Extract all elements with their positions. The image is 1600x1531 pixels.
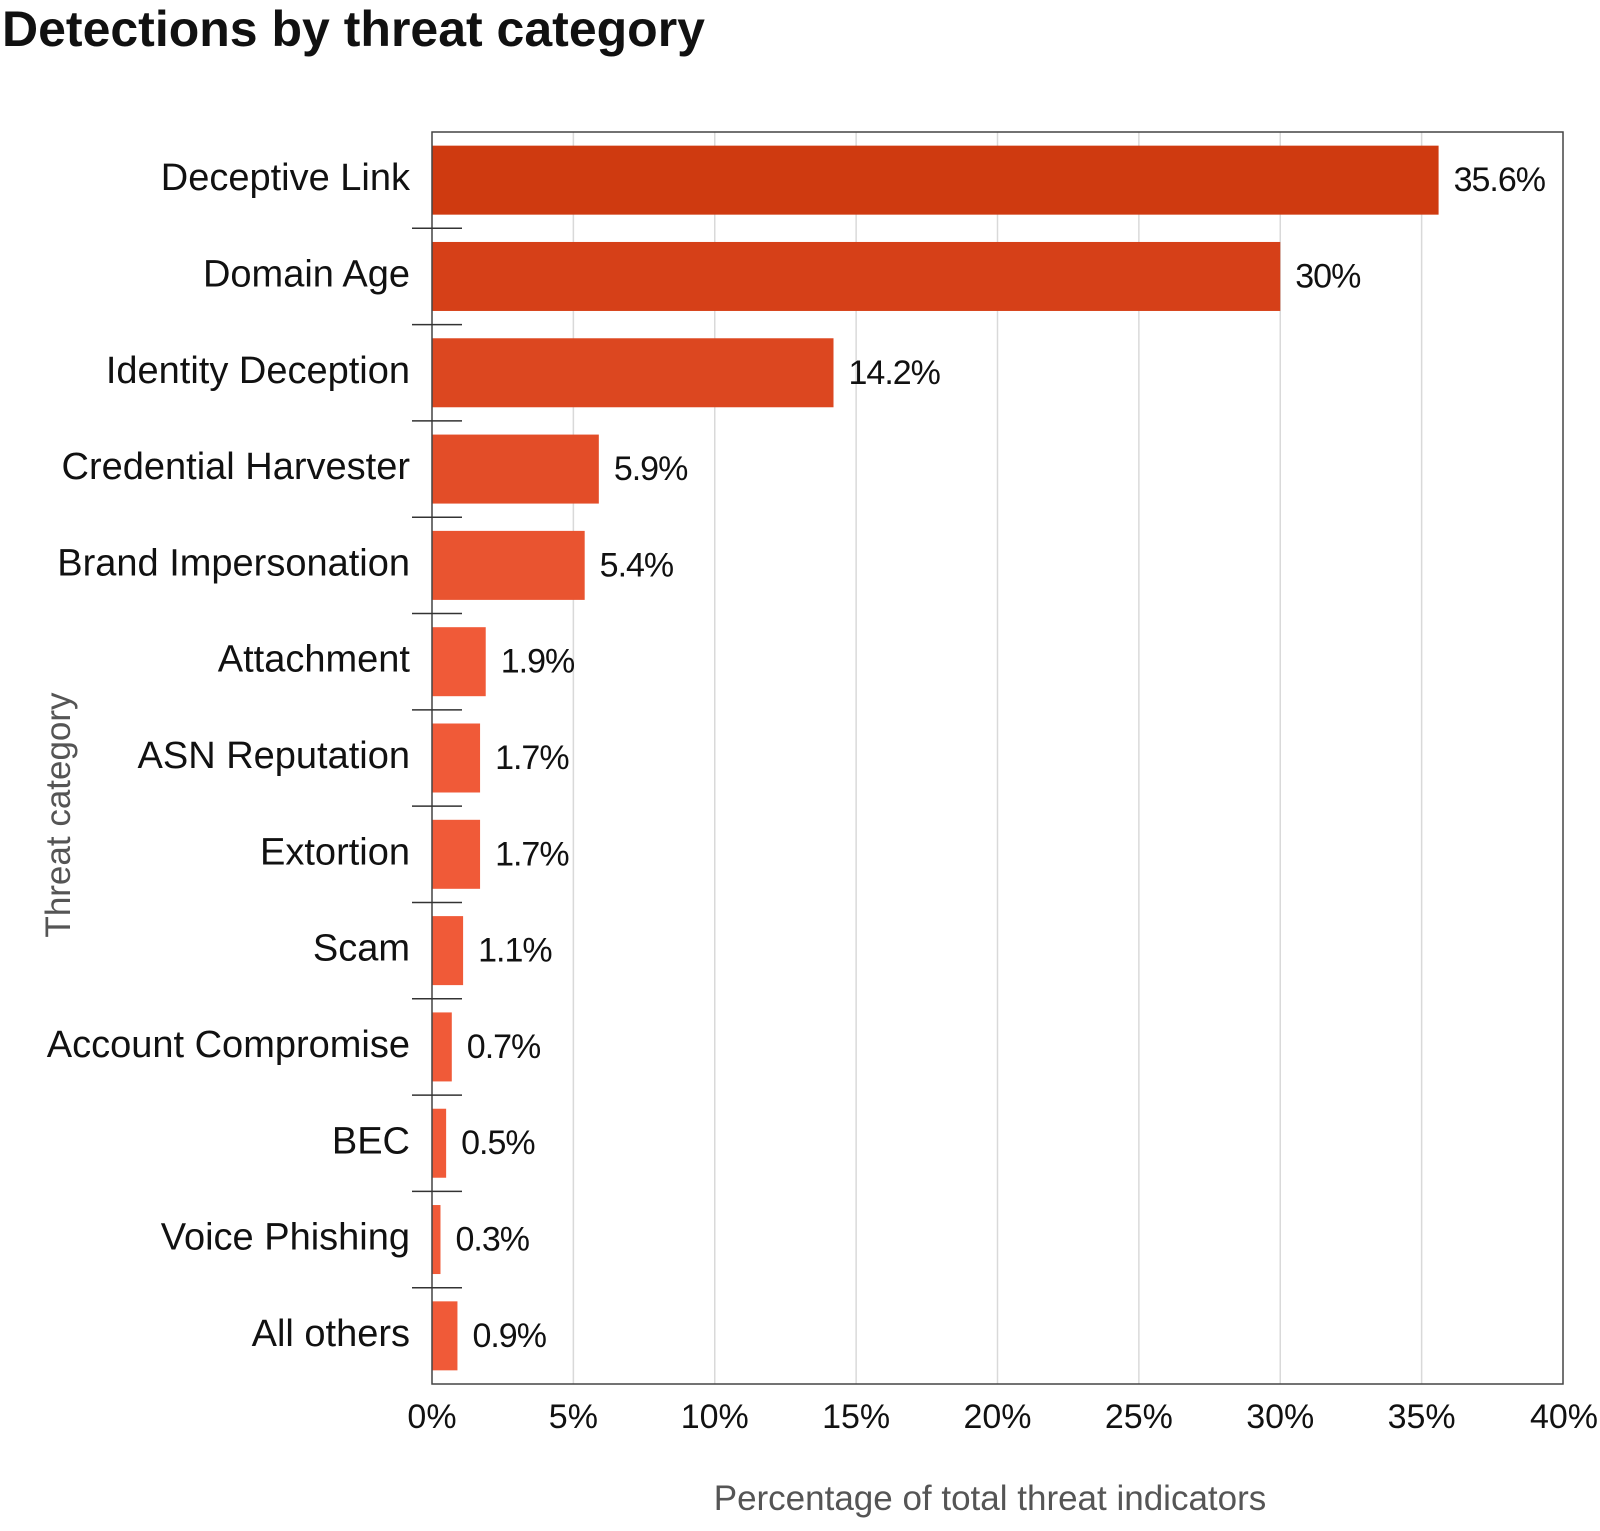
bar-voice-phishing: [432, 1205, 441, 1275]
plot-border: [431, 131, 1564, 1385]
bar-asn-reputation: [432, 723, 481, 793]
value-label: 5.9%: [614, 450, 688, 488]
category-label: All others: [252, 1313, 410, 1355]
x-tick-label-20: 20%: [963, 1398, 1031, 1436]
bar-attachment: [432, 627, 486, 697]
bar-scam: [432, 916, 464, 986]
category-label: Voice Phishing: [161, 1217, 410, 1259]
x-tick-label-10: 10%: [681, 1398, 749, 1436]
value-label: 30%: [1295, 257, 1361, 295]
value-label: 1.1%: [478, 932, 552, 970]
value-label: 0.9%: [472, 1317, 546, 1355]
bar-credential-harvester: [432, 434, 599, 504]
value-label: 1.7%: [495, 835, 569, 873]
x-tick-label-30: 30%: [1246, 1398, 1314, 1436]
x-tick-label-25: 25%: [1105, 1398, 1173, 1436]
bar-bec: [432, 1108, 447, 1178]
category-label: Brand Impersonation: [57, 542, 410, 584]
category-label: Scam: [313, 928, 410, 970]
category-label: Domain Age: [203, 253, 410, 295]
bar-extortion: [432, 819, 481, 889]
plot-frame: [431, 131, 1564, 1385]
value-label: 1.7%: [495, 739, 569, 777]
bar-all-others: [432, 1301, 458, 1371]
grid-lines: [572, 132, 1423, 1384]
category-label: Account Compromise: [47, 1024, 410, 1066]
x-tick-labels: 0% 5% 10% 15% 20% 25% 30% 35% 40%: [407, 1398, 1598, 1436]
category-label: Attachment: [218, 639, 411, 681]
x-tick-label-5: 5%: [549, 1398, 598, 1436]
category-label: Credential Harvester: [62, 446, 411, 488]
bar-deceptive-link: [432, 145, 1439, 215]
category-label: Extortion: [260, 831, 410, 873]
y-axis-title: Threat category: [39, 692, 78, 938]
value-label: 1.9%: [501, 643, 575, 681]
category-label: Identity Deception: [106, 350, 410, 392]
chart-title: Detections by threat category: [2, 1, 705, 57]
category-label: Deceptive Link: [161, 157, 411, 199]
value-label: 35.6%: [1454, 161, 1546, 199]
value-label: 0.3%: [455, 1221, 529, 1259]
y-tick-marks: [412, 227, 462, 1289]
value-label: 14.2%: [849, 354, 941, 392]
bar-account-compromise: [432, 1012, 452, 1082]
x-tick-label-35: 35%: [1388, 1398, 1456, 1436]
bar-domain-age: [432, 241, 1281, 311]
x-axis-title: Percentage of total threat indicators: [714, 1479, 1267, 1518]
x-tick-label-0: 0%: [407, 1398, 456, 1436]
bars: [432, 145, 1439, 1371]
bar-brand-impersonation: [432, 530, 585, 600]
value-labels: 35.6% 30% 14.2% 5.9% 5.4% 1.9% 1.7% 1.7% 1.1% 0.7…: [455, 161, 1546, 1355]
value-label: 5.4%: [600, 546, 674, 584]
x-tick-label-40: 40%: [1530, 1398, 1598, 1436]
value-label: 0.7%: [467, 1028, 541, 1066]
bar-identity-deception: [432, 338, 834, 408]
category-label: BEC: [332, 1120, 410, 1162]
x-tick-label-15: 15%: [822, 1398, 890, 1436]
category-labels: Deceptive Link Domain Age Identity Decepti…: [47, 157, 411, 1355]
value-label: 0.5%: [461, 1124, 535, 1162]
category-label: ASN Reputation: [138, 735, 411, 777]
